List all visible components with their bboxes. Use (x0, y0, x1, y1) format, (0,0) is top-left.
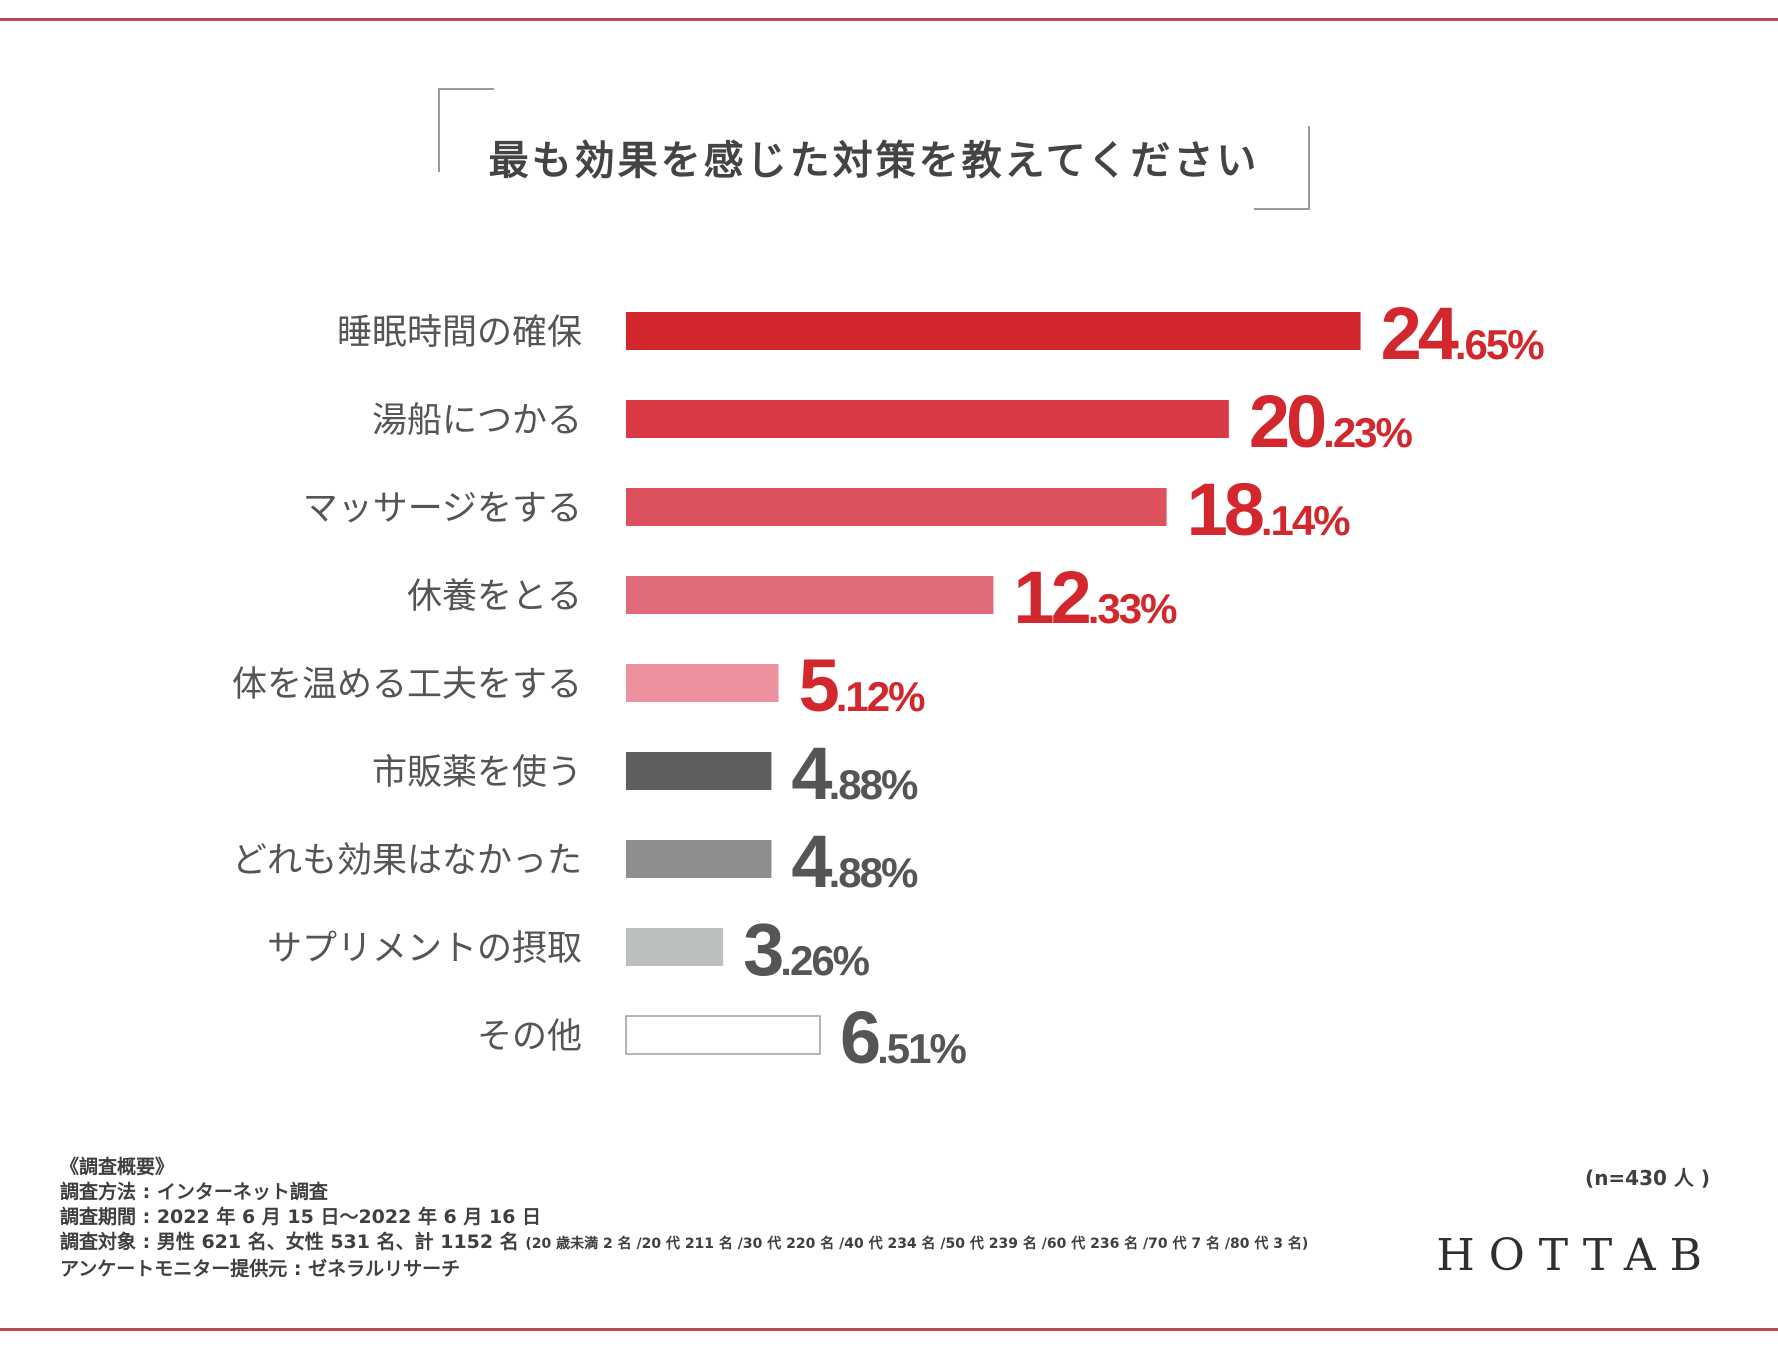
chart-title: 最も効果を感じた対策を教えてください (488, 138, 1260, 184)
value-label: 24.65% (1381, 292, 1545, 375)
bracket-top-left-h (438, 88, 494, 90)
bar (626, 840, 772, 878)
bar (626, 312, 1361, 350)
value-label: 18.14% (1187, 468, 1351, 551)
bar (626, 488, 1167, 526)
notes-heading: 《調査概要》 (60, 1156, 175, 1178)
category-label: その他 (477, 1017, 582, 1057)
notes-target: 調査対象 : 男性 621 名、女性 531 名、計 1152 名 (60, 1231, 519, 1253)
category-label: 市販薬を使う (372, 753, 582, 793)
sample-size: (n=430 人 ) (1585, 1166, 1710, 1190)
value-label-integer: 4 (791, 820, 832, 903)
value-label-fraction: .51% (877, 1025, 966, 1072)
category-label: どれも効果はなかった (232, 841, 582, 881)
bracket-bottom-right-h (1254, 208, 1310, 210)
category-label: マッサージをする (303, 489, 582, 529)
notes-target-line: 調査対象 : 男性 621 名、女性 531 名、計 1152 名 (20 歳未… (60, 1230, 1308, 1257)
value-label: 4.88% (791, 820, 918, 903)
notes-period: 調査期間 : 2022 年 6 月 15 日～2022 年 6 月 16 日 (60, 1206, 542, 1228)
top-rule (0, 18, 1778, 21)
bar (626, 576, 994, 614)
value-label-integer: 18 (1187, 468, 1263, 551)
value-label-fraction: .88% (829, 761, 918, 808)
value-label-integer: 6 (840, 996, 879, 1079)
value-label: 4.88% (791, 732, 918, 815)
value-label: 20.23% (1249, 380, 1413, 463)
bracket-bottom-right-v (1308, 126, 1310, 210)
bracket-top-left-v (438, 88, 440, 172)
category-label: 休養をとる (407, 577, 582, 617)
notes-provider: アンケートモニター提供元 : ゼネラルリサーチ (60, 1258, 461, 1280)
category-label: 体を温める工夫をする (232, 665, 582, 705)
value-label-fraction: .14% (1261, 497, 1350, 544)
value-label-integer: 4 (791, 732, 832, 815)
category-label: サプリメントの摂取 (267, 929, 582, 969)
survey-notes: 《調査概要》 調査方法 : インターネット調査 調査期間 : 2022 年 6 … (60, 1155, 1308, 1282)
notes-method: 調査方法 : インターネット調査 (60, 1181, 328, 1203)
category-label: 睡眠時間の確保 (337, 313, 582, 353)
value-label-fraction: .88% (829, 849, 918, 896)
value-label-integer: 24 (1381, 292, 1459, 375)
value-label-fraction: .23% (1323, 409, 1412, 456)
value-label-integer: 20 (1249, 380, 1325, 463)
value-label-fraction: .33% (1088, 585, 1177, 632)
bar (626, 752, 772, 790)
bar (626, 664, 779, 702)
value-label-fraction: .26% (780, 937, 869, 984)
bottom-rule (0, 1328, 1778, 1331)
value-label: 6.51% (840, 996, 967, 1079)
bar (626, 400, 1229, 438)
value-label: 3.26% (743, 908, 870, 991)
value-label-integer: 12 (1013, 556, 1089, 639)
bar (625, 1015, 821, 1055)
value-label-integer: 3 (743, 908, 782, 991)
value-label: 5.12% (799, 644, 926, 727)
title-frame: 最も効果を感じた対策を教えてください (438, 88, 1310, 210)
brand-logo: HOTTAB (1436, 1230, 1716, 1281)
notes-target-detail: (20 歳未満 2 名 /20 代 211 名 /30 代 220 名 /40 … (525, 1236, 1309, 1252)
value-label-fraction: .12% (836, 673, 925, 720)
value-label-integer: 5 (799, 644, 839, 727)
bar (626, 928, 724, 966)
category-label: 湯船につかる (372, 401, 582, 441)
value-label: 12.33% (1013, 556, 1177, 639)
value-label-fraction: .65% (1455, 321, 1544, 368)
bar-chart: 睡眠時間の確保 24.65% 湯船につかる 20.23% マッサージをする 18.14% 休… (232, 292, 1546, 1079)
